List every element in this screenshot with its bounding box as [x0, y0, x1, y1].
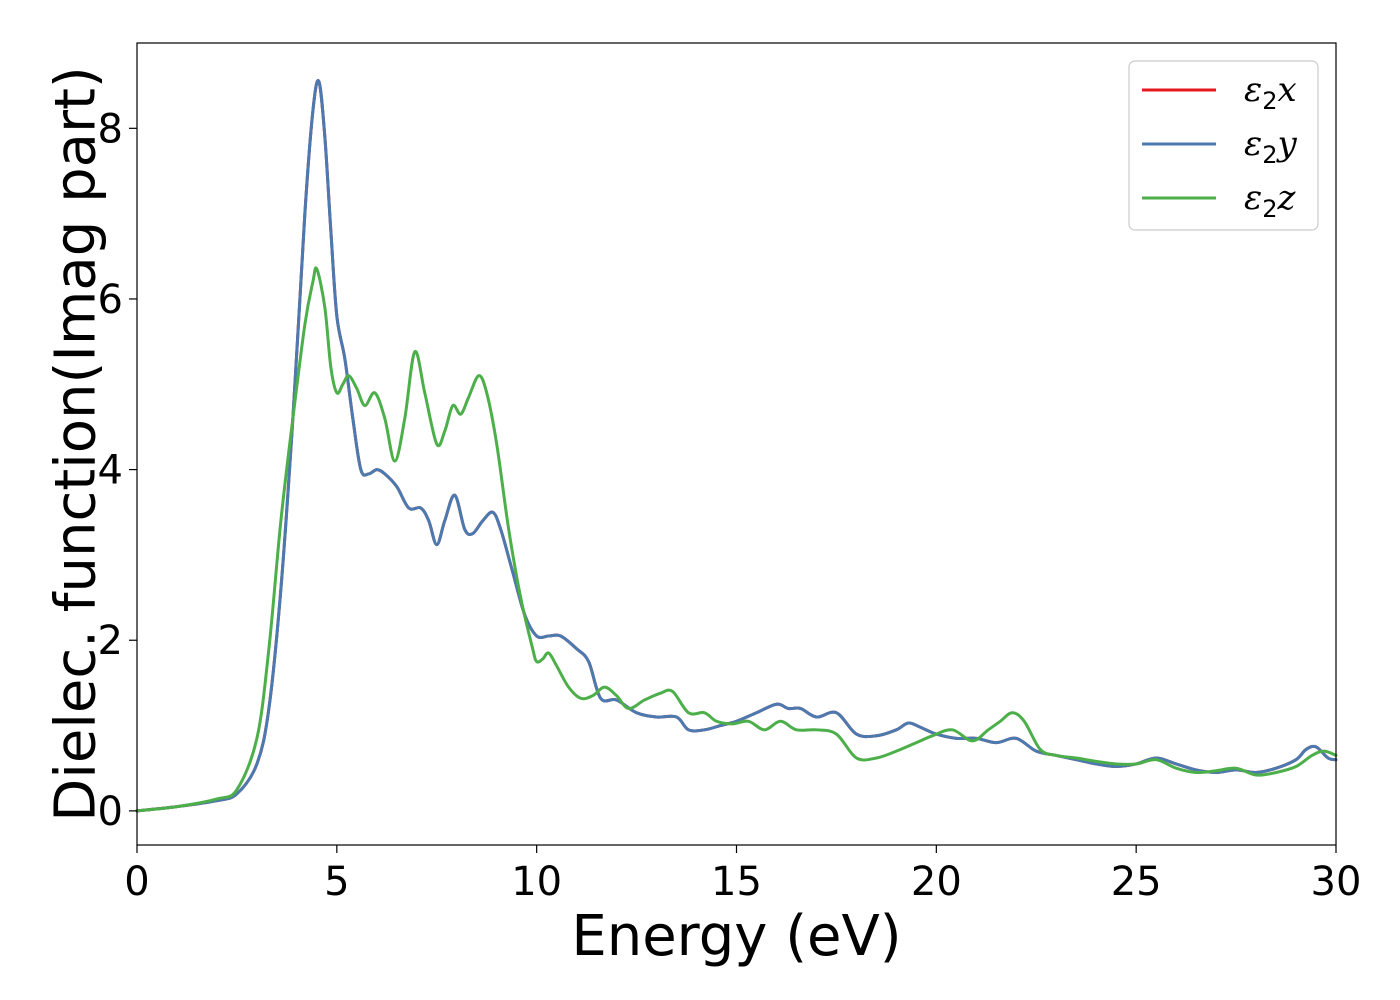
x-tick-label: 0: [124, 859, 149, 905]
y-tick-label: 4: [98, 448, 123, 494]
y-tick-label: 8: [98, 106, 123, 152]
y-tick-label: 2: [98, 618, 123, 664]
series-line-z: [135, 266, 1338, 813]
legend-label: ε2x: [1244, 70, 1297, 115]
y-tick-label: 6: [98, 277, 123, 323]
legend-item-z: ε2z: [1142, 178, 1297, 223]
x-tick-label: 15: [711, 859, 762, 905]
legend-items: ε2x ε2y ε2z: [1142, 70, 1298, 223]
y-tick-label: 0: [98, 789, 123, 835]
legend-item-y: ε2y: [1142, 124, 1298, 169]
x-axis-title: Energy (eV): [571, 904, 901, 969]
x-tick-label: 30: [1311, 859, 1362, 905]
legend-label: ε2y: [1244, 124, 1298, 169]
series-line-y: [135, 79, 1338, 813]
x-tick-label: 25: [1111, 859, 1162, 905]
legend-label: ε2z: [1244, 178, 1297, 223]
x-tick-label: 5: [324, 859, 349, 905]
legend: ε2x ε2y ε2z: [1128, 60, 1319, 231]
x-tick-label: 20: [911, 859, 962, 905]
series-layer: [135, 79, 1338, 813]
x-tick-label: 10: [511, 859, 562, 905]
legend-box: [1128, 60, 1319, 231]
y-axis-title: Dielec. function(Imag part): [44, 66, 109, 822]
ticks-layer: 0 5 10 15 20 25 30 0 2 4 6 8: [98, 106, 1362, 905]
legend-item-x: ε2x: [1142, 70, 1297, 115]
